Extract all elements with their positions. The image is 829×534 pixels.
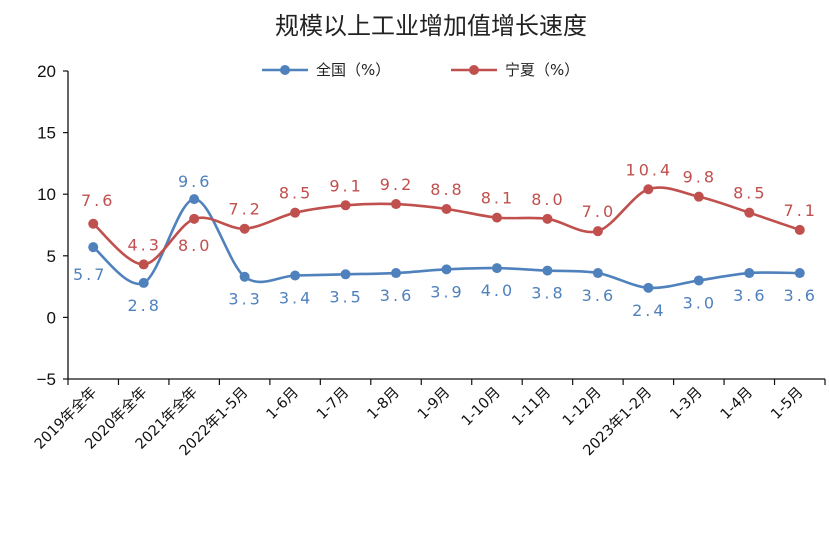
x-tick-label: 1-10月 [459,385,504,430]
data-label-ningxia: 9.2 [380,175,414,194]
data-point-ningxia [239,223,250,234]
data-label-ningxia: 8.5 [733,184,767,203]
data-label-national: 3.8 [531,284,565,303]
y-tick-label: 0 [47,308,56,327]
data-label-national: 3.6 [784,286,818,305]
legend-label-national: 全国（%） [316,61,390,79]
x-tick-label: 1-5月 [768,385,806,423]
data-point-national [744,268,755,279]
data-label-national: 3.6 [380,286,414,305]
data-point-national [441,264,452,275]
data-label-national: 2.4 [632,301,666,320]
data-label-national: 3.3 [228,290,262,309]
y-tick-label: 5 [47,247,56,266]
data-point-national [542,265,553,276]
y-tick-label: 10 [37,185,56,204]
data-point-ningxia [542,213,553,224]
data-label-ningxia: 8.0 [531,190,565,209]
x-tick-label: 1-12月 [560,385,605,430]
x-tick-label: 1-11月 [509,385,554,430]
data-label-national: 3.5 [329,287,363,306]
data-point-national [290,270,301,281]
data-label-national: 3.6 [733,286,767,305]
data-point-ningxia [290,207,301,218]
x-tick-label: 1-9月 [415,385,453,423]
data-point-national [592,268,603,279]
data-point-ningxia [643,184,654,195]
data-label-ningxia: 9.1 [329,176,363,195]
data-label-national: 3.4 [279,289,313,308]
series-layer [88,184,805,293]
chart-title: 规模以上工业增加值增长速度 [275,12,587,40]
data-point-national [340,269,351,280]
data-label-national: 4.0 [481,281,515,300]
x-tick-label: 1-3月 [667,385,705,423]
data-point-ningxia [744,207,755,218]
data-point-national [794,268,805,279]
y-tick-label: 20 [37,62,56,81]
data-label-ningxia: 8.5 [279,184,313,203]
data-label-ningxia: 8.0 [178,236,212,255]
data-label-ningxia: 7.6 [81,191,115,210]
data-point-ningxia [592,226,603,237]
data-label-national: 3.6 [582,286,616,305]
data-label-national: 2.8 [127,296,161,315]
legend-marker-national [280,65,290,75]
legend-marker-ningxia [469,65,479,75]
data-point-ningxia [88,218,99,229]
x-tick-label: 1-6月 [264,385,302,423]
data-point-ningxia [794,224,805,235]
data-point-national [88,242,99,253]
data-point-national [693,275,704,286]
data-point-ningxia [391,199,402,210]
data-point-national [239,271,250,282]
data-point-ningxia [189,213,200,224]
data-point-ningxia [441,203,452,214]
data-label-national: 3.0 [683,293,717,312]
data-label-ningxia: 8.1 [481,189,515,208]
data-label-ningxia: 8.8 [430,180,464,199]
legend: 全国（%） 宁夏（%） [262,61,579,79]
data-label-ningxia: 10.4 [626,160,674,179]
data-label-ningxia: 7.2 [228,200,262,219]
y-tick-label: 15 [37,124,56,143]
data-point-national [491,263,502,274]
x-tick-label: 1-7月 [314,385,352,423]
data-point-ningxia [491,212,502,223]
data-label-national: 3.9 [430,282,464,301]
data-label-national: 5.7 [73,265,107,284]
y-tick-label: −5 [37,370,56,389]
data-point-ningxia [340,200,351,211]
data-point-national [138,277,149,288]
data-label-ningxia: 9.8 [683,168,717,187]
data-point-ningxia [138,259,149,270]
legend-label-ningxia: 宁夏（%） [505,61,579,79]
data-label-ningxia: 7.0 [582,202,616,221]
data-label-ningxia: 7.1 [784,201,818,220]
axes: 20151050−52019年全年2020年全年2021年全年2022年1-5月… [30,62,826,459]
data-labels: 5.7 7.6 2.8 4.3 9.6 8.0 3.3 7.2 3.4 8.5 3.5 9.1 3.6 9… [73,160,818,320]
data-point-ningxia [693,191,704,202]
x-tick-label: 1-8月 [365,385,403,423]
data-label-national: 9.6 [178,172,212,191]
x-tick-label: 1-4月 [718,385,756,423]
data-point-national [391,268,402,279]
data-label-ningxia: 4.3 [127,235,161,254]
data-point-national [643,282,654,293]
data-point-national [189,194,200,205]
